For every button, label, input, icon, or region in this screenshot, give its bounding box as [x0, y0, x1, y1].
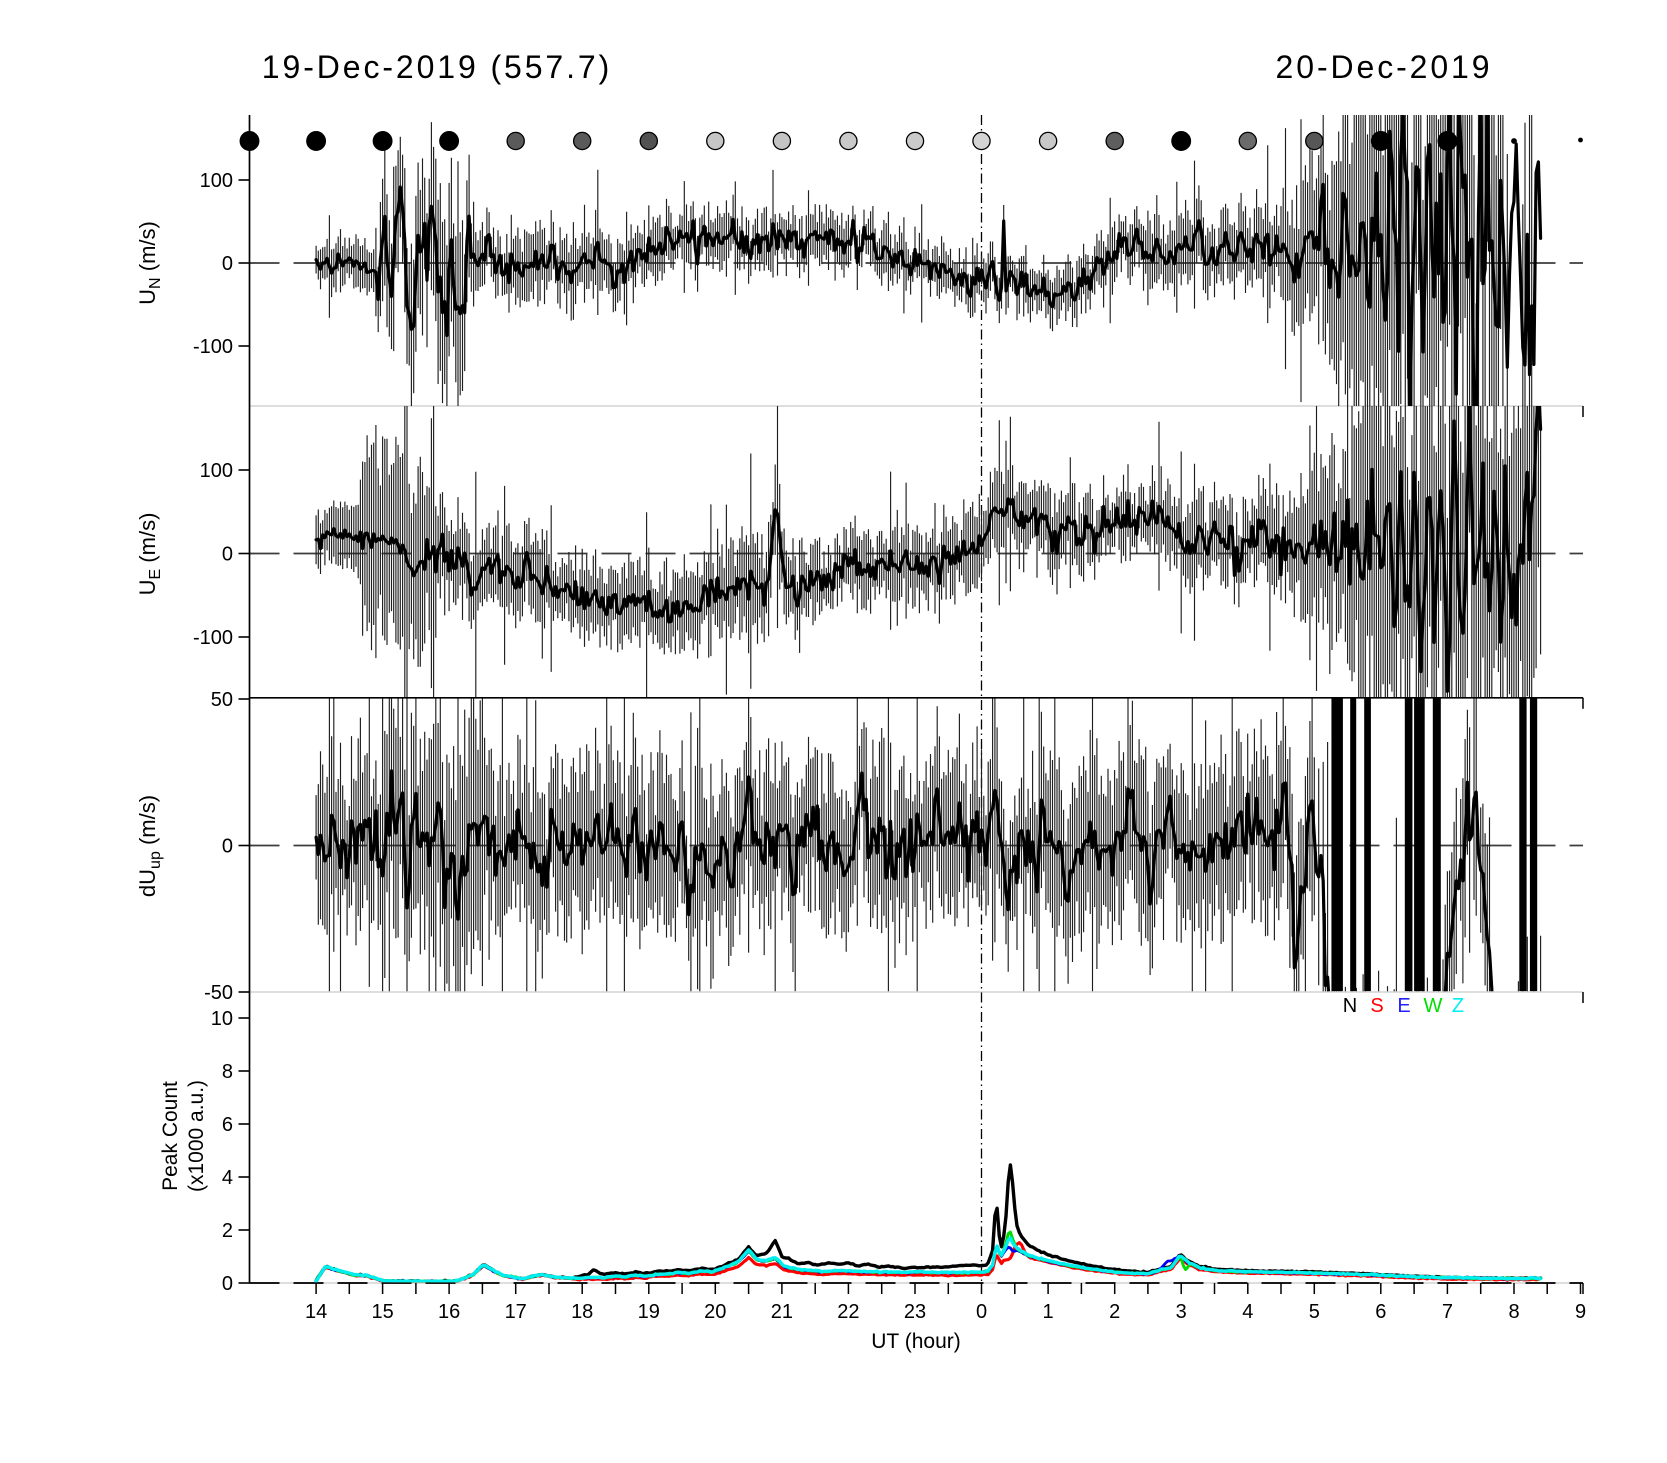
svg-text:(x1000 a.u.): (x1000 a.u.): [185, 1080, 208, 1192]
svg-text:16: 16: [438, 1301, 460, 1323]
svg-text:2: 2: [1109, 1301, 1120, 1323]
svg-text:6: 6: [222, 1114, 233, 1136]
svg-text:19: 19: [638, 1301, 660, 1323]
svg-text:0: 0: [222, 253, 233, 275]
svg-text:17: 17: [505, 1301, 527, 1323]
svg-text:-100: -100: [193, 627, 233, 649]
svg-text:E: E: [1397, 995, 1410, 1017]
svg-text:UE (m/s): UE (m/s): [135, 513, 164, 596]
svg-text:UN (m/s): UN (m/s): [135, 221, 164, 305]
svg-text:0: 0: [976, 1301, 987, 1323]
svg-text:6: 6: [1375, 1301, 1386, 1323]
svg-text:22: 22: [837, 1301, 859, 1323]
svg-text:3: 3: [1176, 1301, 1187, 1323]
svg-text:Z: Z: [1452, 995, 1464, 1017]
svg-text:100: 100: [200, 460, 233, 482]
svg-text:Peak Count: Peak Count: [159, 1081, 182, 1191]
svg-text:N: N: [1343, 995, 1357, 1017]
svg-text:50: 50: [211, 689, 233, 711]
svg-text:0: 0: [222, 1273, 233, 1295]
svg-text:W: W: [1424, 995, 1443, 1017]
svg-text:-50: -50: [204, 982, 233, 1004]
svg-text:5: 5: [1309, 1301, 1320, 1323]
svg-text:100: 100: [200, 170, 233, 192]
svg-text:15: 15: [371, 1301, 393, 1323]
svg-text:4: 4: [1242, 1301, 1253, 1323]
svg-text:18: 18: [571, 1301, 593, 1323]
svg-text:9: 9: [1575, 1301, 1586, 1323]
svg-text:8: 8: [1508, 1301, 1519, 1323]
svg-text:S: S: [1370, 995, 1383, 1017]
svg-text:dUup (m/s): dUup (m/s): [135, 795, 164, 897]
svg-text:4: 4: [222, 1167, 233, 1189]
svg-text:10: 10: [211, 1008, 233, 1030]
svg-text:1: 1: [1043, 1301, 1054, 1323]
svg-text:14: 14: [305, 1301, 327, 1323]
svg-text:2: 2: [222, 1220, 233, 1242]
svg-text:-100: -100: [193, 336, 233, 358]
svg-text:20: 20: [704, 1301, 726, 1323]
svg-text:7: 7: [1442, 1301, 1453, 1323]
svg-text:23: 23: [904, 1301, 926, 1323]
svg-text:20-Dec-2019: 20-Dec-2019: [1276, 49, 1493, 85]
svg-text:UT (hour): UT (hour): [871, 1330, 960, 1353]
svg-text:19-Dec-2019 (557.7): 19-Dec-2019 (557.7): [262, 49, 612, 85]
svg-text:0: 0: [222, 544, 233, 566]
svg-text:8: 8: [222, 1061, 233, 1083]
svg-text:0: 0: [222, 836, 233, 858]
svg-text:21: 21: [771, 1301, 793, 1323]
